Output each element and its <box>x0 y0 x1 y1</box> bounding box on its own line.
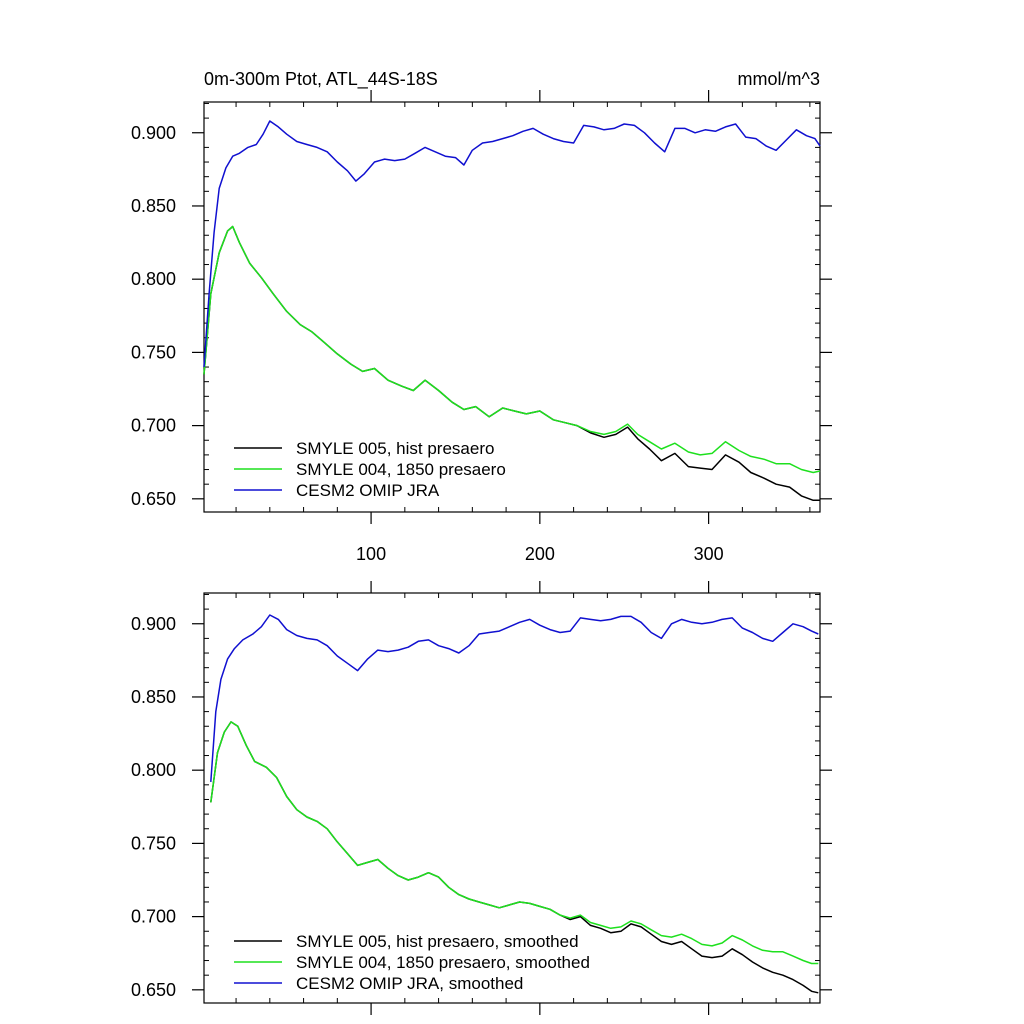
legend-label: SMYLE 005, hist presaero <box>296 439 494 458</box>
y-tick-label: 0.900 <box>131 123 176 143</box>
bottom-panel: 0.650 0.700 0.750 0.800 0.850 0.900 SMYLE 005,… <box>131 581 832 1015</box>
series-line <box>210 614 819 782</box>
legend-label: CESM2 OMIP JRA <box>296 481 440 500</box>
y-tick-label: 0.800 <box>131 760 176 780</box>
series-line <box>210 721 819 965</box>
x-tick-label: 200 <box>525 544 555 564</box>
legend-label: SMYLE 005, hist presaero, smoothed <box>296 932 579 951</box>
plot-frame <box>203 592 821 1004</box>
y-tick-label: 0.800 <box>131 269 176 289</box>
legend-label: SMYLE 004, 1850 presaero, smoothed <box>296 953 590 972</box>
y-tick-label: 0.850 <box>131 687 176 707</box>
legend-label: SMYLE 004, 1850 presaero <box>296 460 506 479</box>
top-panel: 100 200 300 0.650 0.700 0.750 0.800 0.850 0.900 0… <box>131 69 832 564</box>
series-line <box>203 225 821 474</box>
y-tick-label: 0.850 <box>131 196 176 216</box>
y-tick-label: 0.650 <box>131 489 176 509</box>
chart-title: 0m-300m Ptot, ATL_44S-18S <box>204 69 438 90</box>
plot-frame <box>203 101 821 513</box>
y-tick-label: 0.650 <box>131 980 176 1000</box>
x-tick-label: 100 <box>356 544 386 564</box>
units-label: mmol/m^3 <box>738 69 820 89</box>
y-tick-label: 0.750 <box>131 833 176 853</box>
x-tick-label: 300 <box>694 544 724 564</box>
series-line <box>203 120 821 368</box>
y-tick-label: 0.700 <box>131 416 176 436</box>
y-tick-label: 0.900 <box>131 614 176 634</box>
y-tick-label: 0.750 <box>131 342 176 362</box>
y-tick-label: 0.700 <box>131 907 176 927</box>
legend-label: CESM2 OMIP JRA, smoothed <box>296 974 523 993</box>
